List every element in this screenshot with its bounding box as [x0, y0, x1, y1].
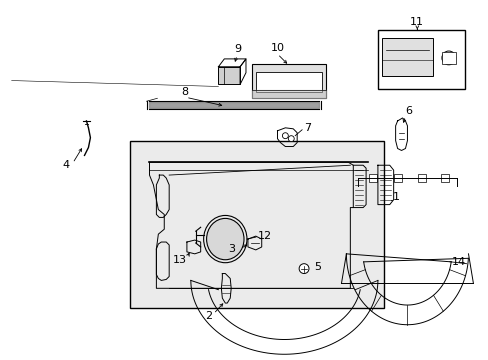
Text: 12: 12: [257, 231, 271, 241]
Circle shape: [299, 264, 308, 274]
Bar: [251, 64, 325, 98]
Text: 7: 7: [304, 123, 310, 133]
Text: 4: 4: [63, 160, 70, 170]
Bar: [440, 174, 448, 182]
Text: 13: 13: [173, 255, 187, 265]
Text: 1: 1: [392, 192, 399, 202]
Bar: [441, 52, 455, 64]
Text: 9: 9: [234, 44, 241, 54]
Bar: [381, 38, 432, 76]
Bar: [255, 72, 321, 93]
Bar: [368, 174, 376, 182]
Bar: [417, 174, 425, 182]
Bar: [393, 174, 401, 182]
Text: 6: 6: [405, 106, 412, 116]
Text: 14: 14: [451, 257, 465, 267]
Text: 11: 11: [409, 18, 424, 27]
Bar: [129, 141, 383, 308]
Circle shape: [441, 51, 455, 65]
Bar: [218, 67, 240, 85]
Circle shape: [288, 136, 294, 141]
Text: 3: 3: [228, 244, 235, 254]
Text: 10: 10: [270, 43, 284, 53]
Text: 5: 5: [313, 262, 320, 272]
Ellipse shape: [206, 219, 244, 260]
Text: 2: 2: [205, 311, 212, 321]
Bar: [377, 30, 464, 89]
Text: 8: 8: [181, 87, 188, 97]
Circle shape: [282, 133, 288, 139]
